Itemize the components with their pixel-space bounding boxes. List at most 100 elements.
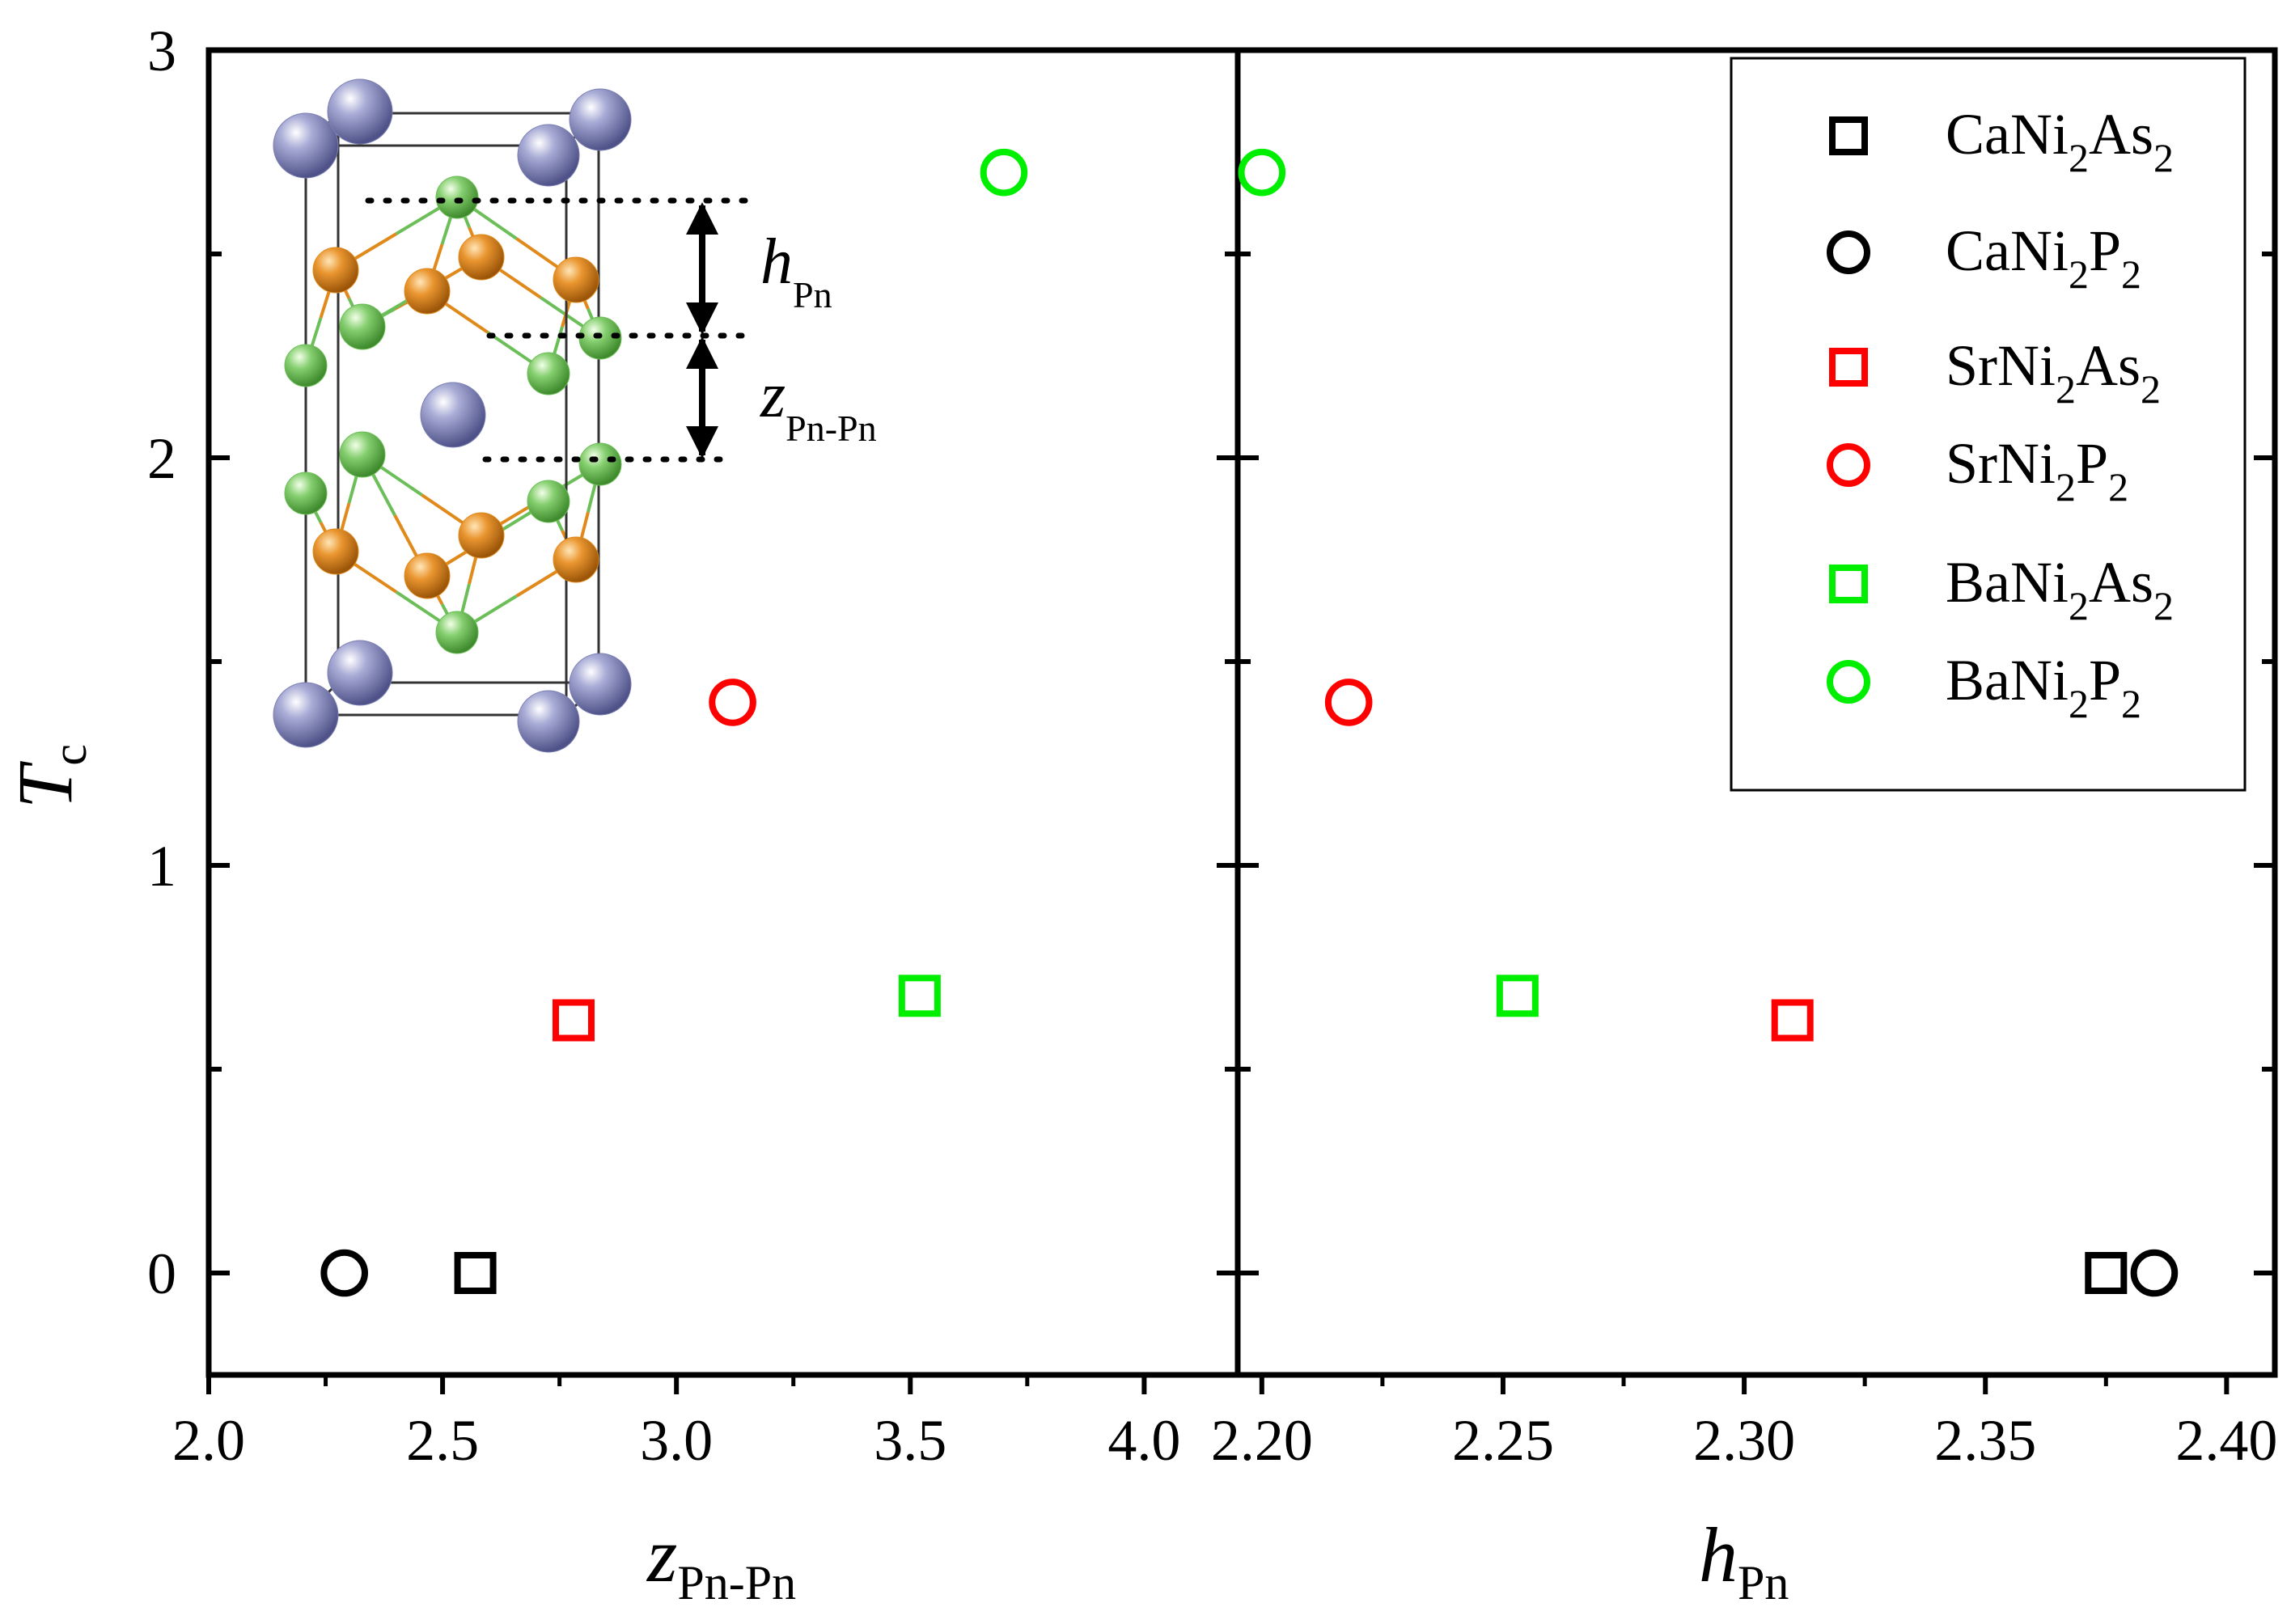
right-plot-frame xyxy=(1234,47,2278,1378)
right-x-axis-title-main: h xyxy=(1699,1512,1738,1598)
nickel-atom xyxy=(553,256,599,303)
legend-marker-square xyxy=(1829,116,1868,155)
pnictogen-atom xyxy=(339,303,386,350)
legend-entry: BaNi2As2 xyxy=(1829,550,2174,628)
right-point-bani2p2 xyxy=(1238,148,1286,197)
pnictogen-atom xyxy=(284,472,328,515)
legend-label: SrNi2As2 xyxy=(1946,333,2161,412)
legend-marker-square xyxy=(1829,565,1868,603)
legend-label: CaNi2P2 xyxy=(1946,218,2141,297)
y-tick-label: 0 xyxy=(147,1241,176,1306)
inset-z-label: zPn-Pn xyxy=(760,360,877,449)
pnictogen-atom xyxy=(578,442,622,486)
legend-marker-square xyxy=(1829,348,1868,387)
left-x-tick-label: 3.0 xyxy=(640,1408,713,1473)
right-data-points xyxy=(1238,148,2179,1297)
right-point-bani2as2 xyxy=(1496,975,1539,1017)
left-point-bani2p2 xyxy=(980,148,1028,197)
left-point-srni2p2 xyxy=(709,679,756,726)
cation-atom xyxy=(273,682,339,748)
left-plot-frame xyxy=(205,47,1241,1378)
right-x-axis-title-sub: Pn xyxy=(1738,1556,1789,1609)
left-x-tick-label: 2.5 xyxy=(406,1408,479,1473)
y-axis-title-main: T xyxy=(2,760,88,809)
cation-atom xyxy=(420,382,486,448)
inset-h-sub: Pn xyxy=(793,274,832,315)
nickel-atom xyxy=(312,528,359,575)
nickel-atom xyxy=(404,552,451,599)
cation-atom xyxy=(327,640,393,706)
left-x-axis-title: zPn-Pn xyxy=(646,1512,796,1609)
inset-dotted-guides xyxy=(365,197,752,463)
inset-z-sub: Pn-Pn xyxy=(786,408,876,449)
left-y-tick-labels: 0 1 2 3 xyxy=(147,19,176,1306)
y-tick-label: 2 xyxy=(147,426,176,491)
legend-label: BaNi2P2 xyxy=(1946,648,2141,726)
left-data-points xyxy=(320,148,1028,1297)
cation-atom xyxy=(273,112,339,179)
right-x-tick-label: 2.30 xyxy=(1693,1408,1795,1473)
legend-marker-circle xyxy=(1827,230,1870,274)
pnictogen-atom xyxy=(527,352,570,395)
y-tick-label: 1 xyxy=(147,834,176,899)
y-tick-label: 3 xyxy=(147,19,176,83)
cation-atom xyxy=(569,653,632,716)
nickel-atom xyxy=(404,268,451,315)
pnictogen-atom xyxy=(284,344,328,387)
left-x-axis-title-sub: Pn-Pn xyxy=(677,1556,796,1609)
left-point-bani2as2 xyxy=(898,975,941,1017)
nickel-atom xyxy=(312,247,359,294)
legend-entry: SrNi2P2 xyxy=(1827,431,2128,510)
legend-box xyxy=(1730,57,2247,792)
left-point-cani2as2 xyxy=(454,1252,497,1294)
crystal-structure-inset: hPn zPn-Pn xyxy=(273,78,877,753)
inset-atoms xyxy=(273,78,632,753)
legend-label: BaNi2As2 xyxy=(1946,550,2174,628)
cation-atom xyxy=(517,690,580,753)
nickel-atom xyxy=(458,512,505,559)
nickel-atom xyxy=(458,234,505,281)
cation-atom xyxy=(327,78,393,145)
cation-atom xyxy=(569,88,632,151)
right-x-tick-label: 2.35 xyxy=(1934,1408,2036,1473)
left-x-tick-labels: 2.0 2.5 3.0 3.5 4.0 xyxy=(172,1408,1180,1473)
right-point-cani2as2 xyxy=(2085,1252,2128,1294)
left-x-tick-label: 2.0 xyxy=(172,1408,245,1473)
y-axis-title-sub: c xyxy=(43,744,96,766)
legend-label: SrNi2P2 xyxy=(1946,431,2128,510)
right-x-tick-labels: 2.20 2.25 2.30 2.35 2.40 xyxy=(1211,1408,2278,1473)
inset-z-main: z xyxy=(760,360,786,431)
left-point-srni2as2 xyxy=(552,999,595,1042)
pnictogen-atom xyxy=(339,431,386,478)
legend-label: CaNi2As2 xyxy=(1946,102,2174,180)
inset-h-label: hPn xyxy=(760,226,832,315)
right-point-cani2p2 xyxy=(2130,1249,2179,1297)
left-x-tick-label: 3.5 xyxy=(874,1408,946,1473)
pnictogen-atom xyxy=(435,611,479,654)
right-x-tick-label: 2.20 xyxy=(1211,1408,1313,1473)
left-x-axis-title-main: z xyxy=(646,1512,677,1598)
right-point-srni2p2 xyxy=(1324,679,1373,726)
nickel-atom xyxy=(553,536,599,583)
inset-h-main: h xyxy=(760,226,793,298)
left-point-cani2p2 xyxy=(320,1249,368,1297)
right-x-tick-label: 2.40 xyxy=(2175,1408,2277,1473)
right-panel: 2.20 2.25 2.30 2.35 2.40 xyxy=(1211,47,2278,1473)
legend-marker-circle xyxy=(1827,443,1870,487)
legend-entry: CaNi2As2 xyxy=(1829,102,2174,180)
legend-entries: CaNi2As2 CaNi2P2 SrNi2As2 SrNi2P2 BaNi2As2 Ba… xyxy=(1827,102,2174,726)
y-axis-title: Tc xyxy=(2,744,96,809)
legend-entry: SrNi2As2 xyxy=(1829,333,2161,412)
right-point-srni2as2 xyxy=(1771,999,1814,1042)
right-x-tick-label: 2.25 xyxy=(1452,1408,1554,1473)
left-x-tick-label: 4.0 xyxy=(1107,1408,1180,1473)
cation-atom xyxy=(517,124,580,187)
pnictogen-atom xyxy=(435,176,479,219)
legend-marker-circle xyxy=(1827,660,1870,704)
pnictogen-atom xyxy=(527,480,570,523)
right-x-axis-title: hPn xyxy=(1699,1512,1789,1609)
legend-entry: CaNi2P2 xyxy=(1827,218,2141,297)
legend-entry: BaNi2P2 xyxy=(1827,648,2141,726)
legend: CaNi2As2 CaNi2P2 SrNi2As2 SrNi2P2 BaNi2As2 Ba… xyxy=(1730,57,2247,792)
